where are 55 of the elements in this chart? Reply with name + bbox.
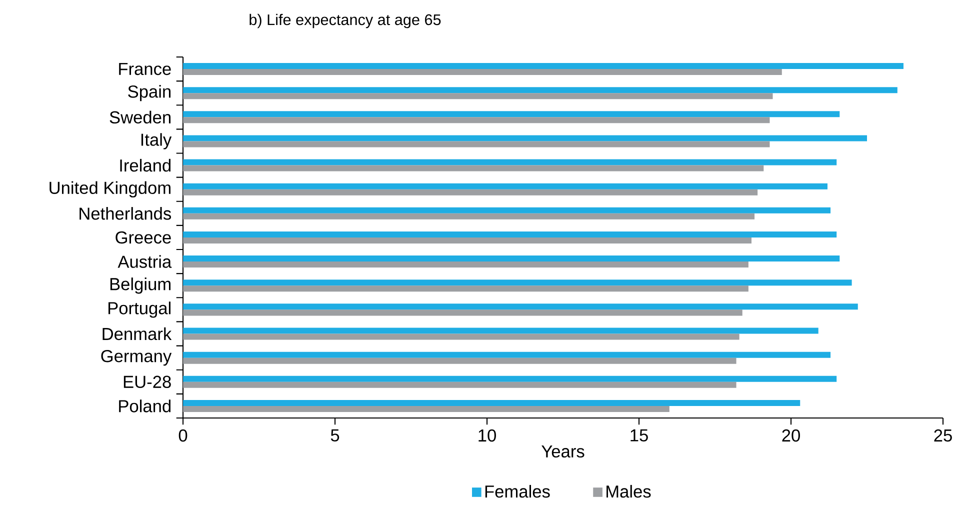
bar (183, 135, 867, 142)
y-tick-label: Poland (119, 400, 171, 412)
x-tick-label: 20 (782, 429, 800, 442)
bar (183, 256, 840, 262)
x-tick-label: 5 (330, 429, 340, 442)
bar (183, 304, 858, 310)
y-tick-label: France (119, 62, 171, 76)
y-tick-label: Spain (128, 85, 170, 102)
y-tick-label: Ireland (120, 158, 171, 172)
bar (183, 189, 758, 196)
bar (183, 213, 755, 220)
y-tick-label: Denmark (102, 327, 172, 340)
bar (183, 376, 837, 382)
bar (183, 69, 782, 76)
y-tick-label: Sweden (110, 110, 170, 124)
bar (183, 237, 752, 244)
bar (183, 141, 770, 148)
y-tick-label: Italy (141, 133, 172, 150)
x-tick-label: 10 (478, 429, 496, 442)
legend-label: Females (485, 484, 550, 498)
bar (183, 310, 742, 316)
bar (183, 159, 837, 166)
bar (183, 382, 736, 388)
bar (183, 111, 840, 118)
x-axis-title: Years (542, 445, 584, 458)
y-tick-label: Austria (118, 255, 172, 268)
bar (183, 63, 904, 70)
legend-label: Males (606, 484, 651, 498)
y-tick-label: Netherlands (80, 207, 171, 220)
bar (183, 400, 800, 406)
x-tick-label: 15 (630, 429, 648, 442)
bar (183, 262, 748, 268)
bar (183, 406, 670, 412)
bar (183, 183, 828, 190)
y-tick-label: EU-28 (124, 376, 171, 388)
bar (183, 352, 831, 358)
bar (183, 117, 770, 124)
y-tick-label: Belgium (110, 278, 170, 294)
bar (183, 280, 852, 286)
y-tick-label: Germany (101, 350, 172, 366)
y-tick-label: United Kingdom (50, 181, 170, 198)
bar (183, 286, 748, 292)
y-tick-label: Portugal (108, 302, 170, 318)
bar (183, 334, 740, 340)
chart-title: b) Life expectancy at age 65 (250, 14, 441, 28)
bar (183, 93, 773, 100)
bar (183, 87, 898, 94)
bar (183, 165, 764, 172)
bar (183, 207, 831, 214)
bar (183, 328, 818, 334)
bar (183, 231, 837, 238)
bar (183, 358, 736, 364)
x-tick-label: 25 (934, 429, 952, 442)
x-tick-label: 0 (178, 429, 188, 442)
y-tick-label: Greece (116, 231, 171, 244)
